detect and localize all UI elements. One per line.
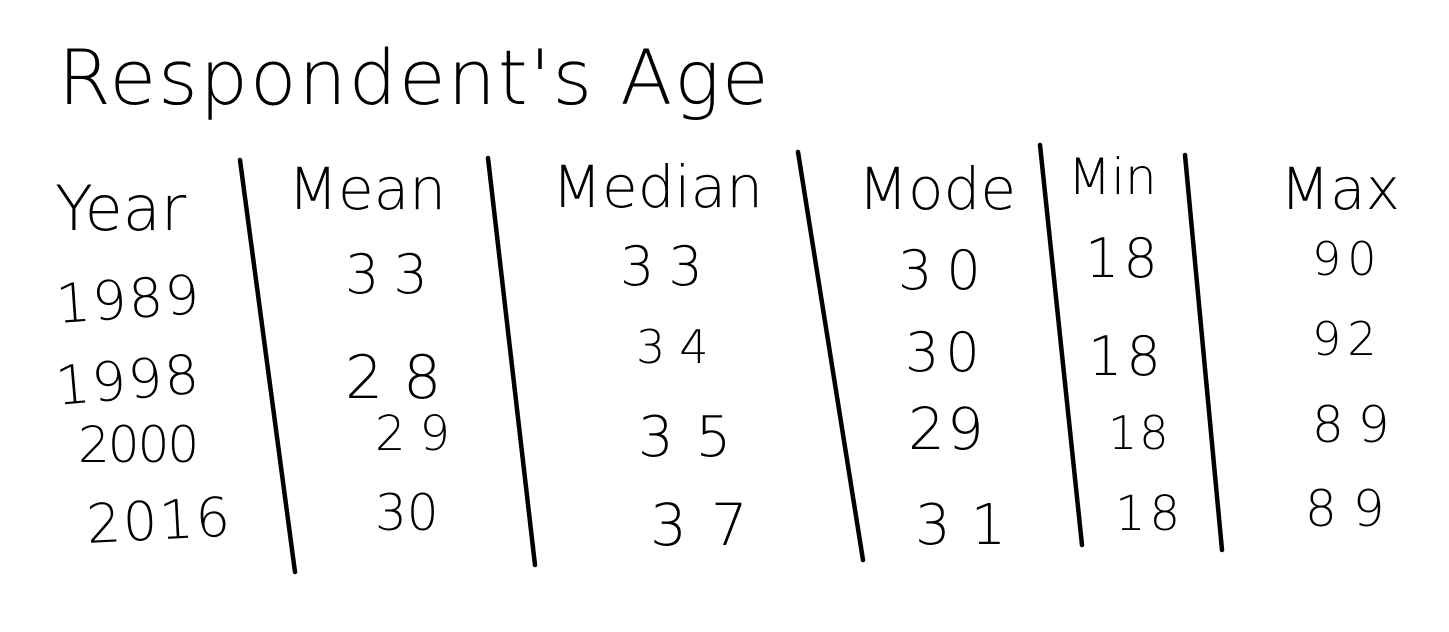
- median-cell: 37: [650, 491, 772, 559]
- header-min: Min: [1068, 148, 1157, 206]
- min-cell: 18: [1088, 325, 1165, 388]
- max-cell: 89: [1312, 396, 1404, 454]
- mean-cell: 28: [345, 343, 462, 413]
- min-cell: 18: [1115, 486, 1185, 542]
- header-year: Year: [55, 172, 187, 245]
- median-cell: 34: [636, 320, 723, 374]
- mean-cell: 30: [375, 484, 439, 542]
- header-median: Median: [552, 153, 763, 221]
- divider-line: [1182, 152, 1225, 553]
- mode-cell: 30: [898, 239, 995, 302]
- divider-line: [237, 157, 298, 575]
- max-cell: 89: [1305, 480, 1401, 538]
- max-cell: 92: [1312, 312, 1383, 366]
- min-cell: 18: [1085, 227, 1162, 290]
- header-max: Max: [1280, 155, 1400, 223]
- header-mean: Mean: [288, 155, 447, 223]
- header-mode: Mode: [858, 155, 1017, 223]
- mean-cell: 33: [345, 243, 442, 306]
- max-cell: 90: [1312, 232, 1383, 286]
- divider-line: [485, 155, 538, 568]
- divider-line: [1037, 142, 1085, 548]
- min-cell: 18: [1108, 406, 1171, 460]
- mode-cell: 29: [908, 395, 986, 463]
- median-cell: 33: [620, 235, 717, 298]
- mode-cell: 31: [915, 493, 1027, 558]
- median-cell: 35: [638, 405, 754, 470]
- mean-cell: 29: [375, 406, 465, 462]
- mode-cell: 30: [905, 321, 986, 384]
- year-cell: 2000: [78, 416, 199, 474]
- divider-line: [795, 149, 866, 563]
- page-title: Respondent's Age: [58, 33, 771, 122]
